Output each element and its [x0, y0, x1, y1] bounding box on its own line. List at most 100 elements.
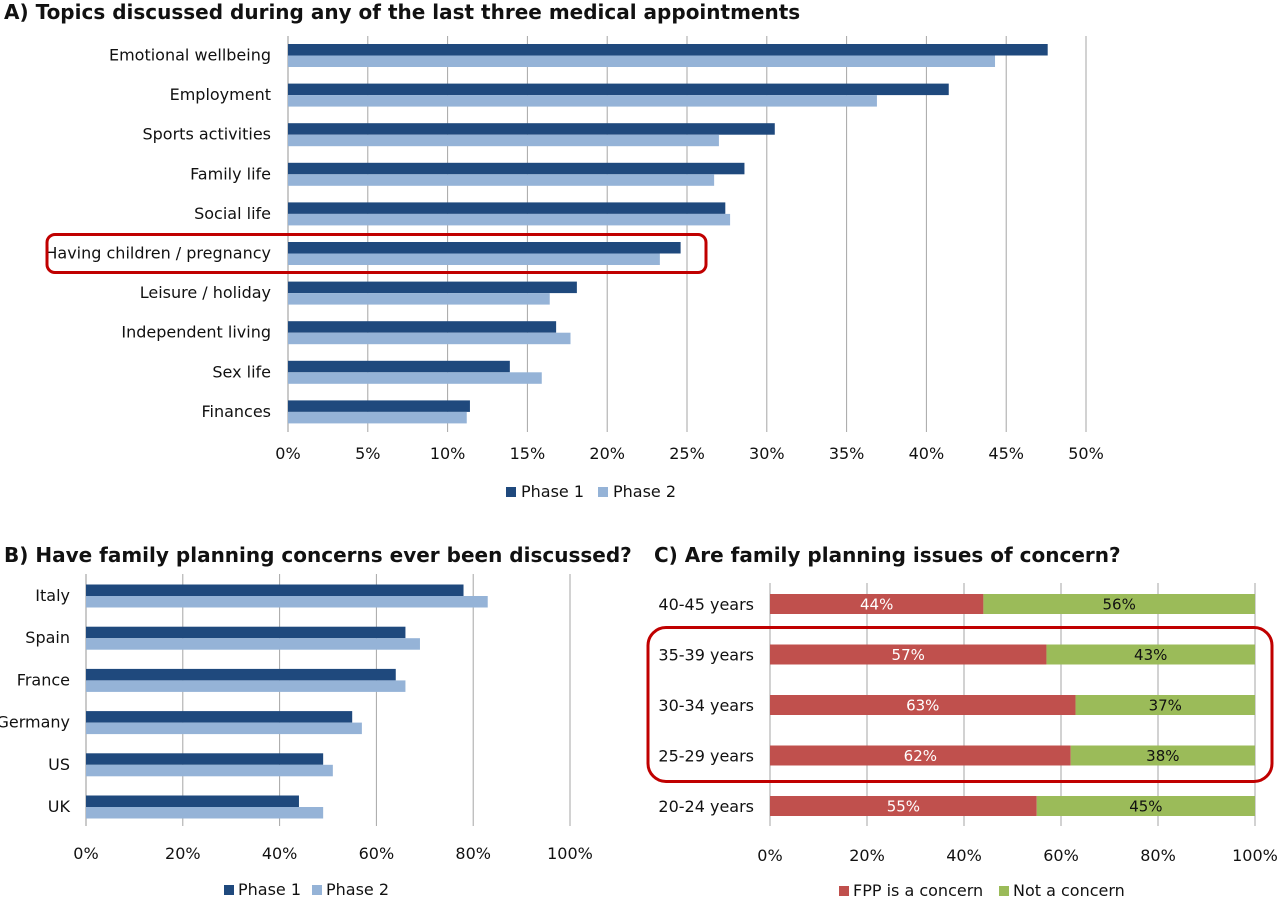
x-tick-label: 40% — [262, 844, 298, 863]
bar-not-a-concern-35-39-years — [1046, 644, 1255, 665]
chart-b: B) Have family planning concerns ever be… — [0, 543, 632, 899]
legend-swatch-phase-1 — [506, 487, 516, 497]
chart-b-bars — [86, 584, 488, 819]
bar-phase-2-sex-life — [288, 372, 542, 384]
data-label: 63% — [906, 697, 939, 715]
chart-b-legend: Phase 1 Phase 2 — [224, 880, 389, 899]
chart-c-title: C) Are family planning issues of concern… — [654, 543, 1121, 567]
x-tick-label: 80% — [1140, 846, 1176, 865]
bar-not-a-concern-25-29-years — [1070, 745, 1255, 766]
bar-phase-1-having-children-pregnancy — [288, 242, 681, 254]
legend-swatch-fpp-concern — [839, 886, 849, 896]
x-tick-label: 0% — [757, 846, 782, 865]
category-label: 35-39 years — [658, 646, 754, 665]
bar-fpp-is-a-concern-35-39-years — [770, 644, 1047, 665]
legend-swatch-phase-2 — [312, 885, 322, 895]
x-tick-label: 60% — [359, 844, 395, 863]
chart-c-tick-labels: 0% 20% 40% 60% 80% 100% — [757, 846, 1278, 865]
bar-phase-1-france — [86, 668, 396, 681]
legend-label-fpp-concern: FPP is a concern — [853, 881, 983, 900]
chart-c-category-labels: 40-45 years 35-39 years 30-34 years 25-29 y… — [658, 595, 754, 816]
legend-label-phase-1: Phase 1 — [521, 482, 584, 501]
legend-label-phase-2: Phase 2 — [326, 880, 389, 899]
chart-a: A) Topics discussed during any of the la… — [4, 0, 1104, 501]
bar-not-a-concern-30-34-years — [1075, 695, 1255, 715]
bar-phase-1-independent-living — [288, 321, 557, 333]
category-label: Spain — [25, 628, 70, 647]
category-label: Italy — [35, 586, 70, 605]
category-label: Employment — [170, 85, 271, 104]
legend-label-not-concern: Not a concern — [1013, 881, 1125, 900]
data-label: 62% — [904, 747, 937, 765]
x-tick-label: 60% — [1043, 846, 1079, 865]
category-label: Social life — [194, 204, 271, 223]
data-label: 45% — [1129, 798, 1162, 816]
x-tick-label: 5% — [355, 444, 380, 463]
bar-phase-2-finances — [288, 411, 467, 424]
bar-phase-1-emotional-wellbeing — [288, 44, 1048, 56]
data-label: 55% — [887, 798, 920, 816]
legend-label-phase-1: Phase 1 — [238, 880, 301, 899]
bar-phase-2-employment — [288, 95, 877, 107]
x-tick-label: 40% — [909, 444, 945, 463]
data-label: 56% — [1103, 596, 1136, 614]
category-label: 20-24 years — [658, 797, 754, 816]
x-tick-label: 0% — [275, 444, 300, 463]
x-tick-label: 15% — [510, 444, 546, 463]
category-label: France — [17, 670, 70, 689]
bar-not-a-concern-20-24-years — [1036, 796, 1255, 816]
bar-not-a-concern-40-45-years — [983, 594, 1255, 614]
legend-swatch-phase-2 — [598, 487, 608, 497]
chart-c-bars: 44% 56% 57% 43% 63% 37% 62% 38% 55% 45% — [770, 594, 1255, 816]
bar-phase-1-spain — [86, 626, 406, 639]
chart-b-gridlines — [85, 574, 571, 826]
bar-phase-2-independent-living — [288, 332, 571, 345]
bar-phase-2-france — [86, 680, 406, 692]
x-tick-label: 35% — [829, 444, 865, 463]
category-label: Independent living — [121, 323, 271, 342]
chart-a-title: A) Topics discussed during any of the la… — [4, 0, 800, 24]
chart-a-bars — [288, 44, 1048, 424]
chart-b-title: B) Have family planning concerns ever be… — [4, 543, 632, 567]
chart-a-highlight-box — [45, 233, 708, 274]
bar-phase-2-italy — [86, 596, 488, 608]
category-label: Leisure / holiday — [140, 283, 271, 302]
bar-phase-1-italy — [86, 584, 464, 596]
x-tick-label: 20% — [589, 444, 625, 463]
bar-phase-2-having-children-pregnancy — [288, 253, 660, 265]
category-label: 25-29 years — [658, 747, 754, 766]
category-label: Sports activities — [142, 125, 271, 144]
x-tick-label: 45% — [988, 444, 1024, 463]
category-label: US — [48, 755, 70, 774]
data-label: 43% — [1134, 646, 1167, 664]
legend-label-phase-2: Phase 2 — [613, 482, 676, 501]
bar-phase-2-germany — [86, 722, 362, 735]
x-tick-label: 50% — [1068, 444, 1104, 463]
category-label: 30-34 years — [658, 696, 754, 715]
data-label: 57% — [892, 646, 925, 664]
bar-phase-2-leisure-holiday — [288, 293, 550, 305]
x-tick-label: 20% — [165, 844, 201, 863]
bar-phase-1-employment — [288, 83, 949, 96]
chart-a-category-labels: Emotional wellbeing Employment Sports acti… — [45, 46, 271, 421]
category-label: Germany — [0, 713, 70, 732]
chart-c-legend: FPP is a concern Not a concern — [839, 881, 1125, 900]
x-tick-label: 30% — [749, 444, 785, 463]
data-label: 44% — [860, 596, 893, 614]
bar-fpp-is-a-concern-25-29-years — [770, 745, 1071, 766]
bar-phase-1-sex-life — [288, 360, 510, 373]
bar-phase-2-sports-activities — [288, 134, 719, 147]
bar-phase-1-social-life — [288, 202, 726, 214]
bar-fpp-is-a-concern-20-24-years — [770, 796, 1037, 816]
category-label: Finances — [201, 402, 271, 421]
bar-phase-1-family-life — [288, 162, 745, 175]
bar-phase-1-finances — [288, 400, 470, 412]
category-label: UK — [48, 797, 71, 816]
x-tick-label: 20% — [849, 846, 885, 865]
x-tick-label: 100% — [547, 844, 593, 863]
bar-fpp-is-a-concern-40-45-years — [770, 594, 984, 614]
bar-phase-2-uk — [86, 807, 324, 819]
bar-phase-2-us — [86, 764, 333, 777]
category-label: 40-45 years — [658, 595, 754, 614]
